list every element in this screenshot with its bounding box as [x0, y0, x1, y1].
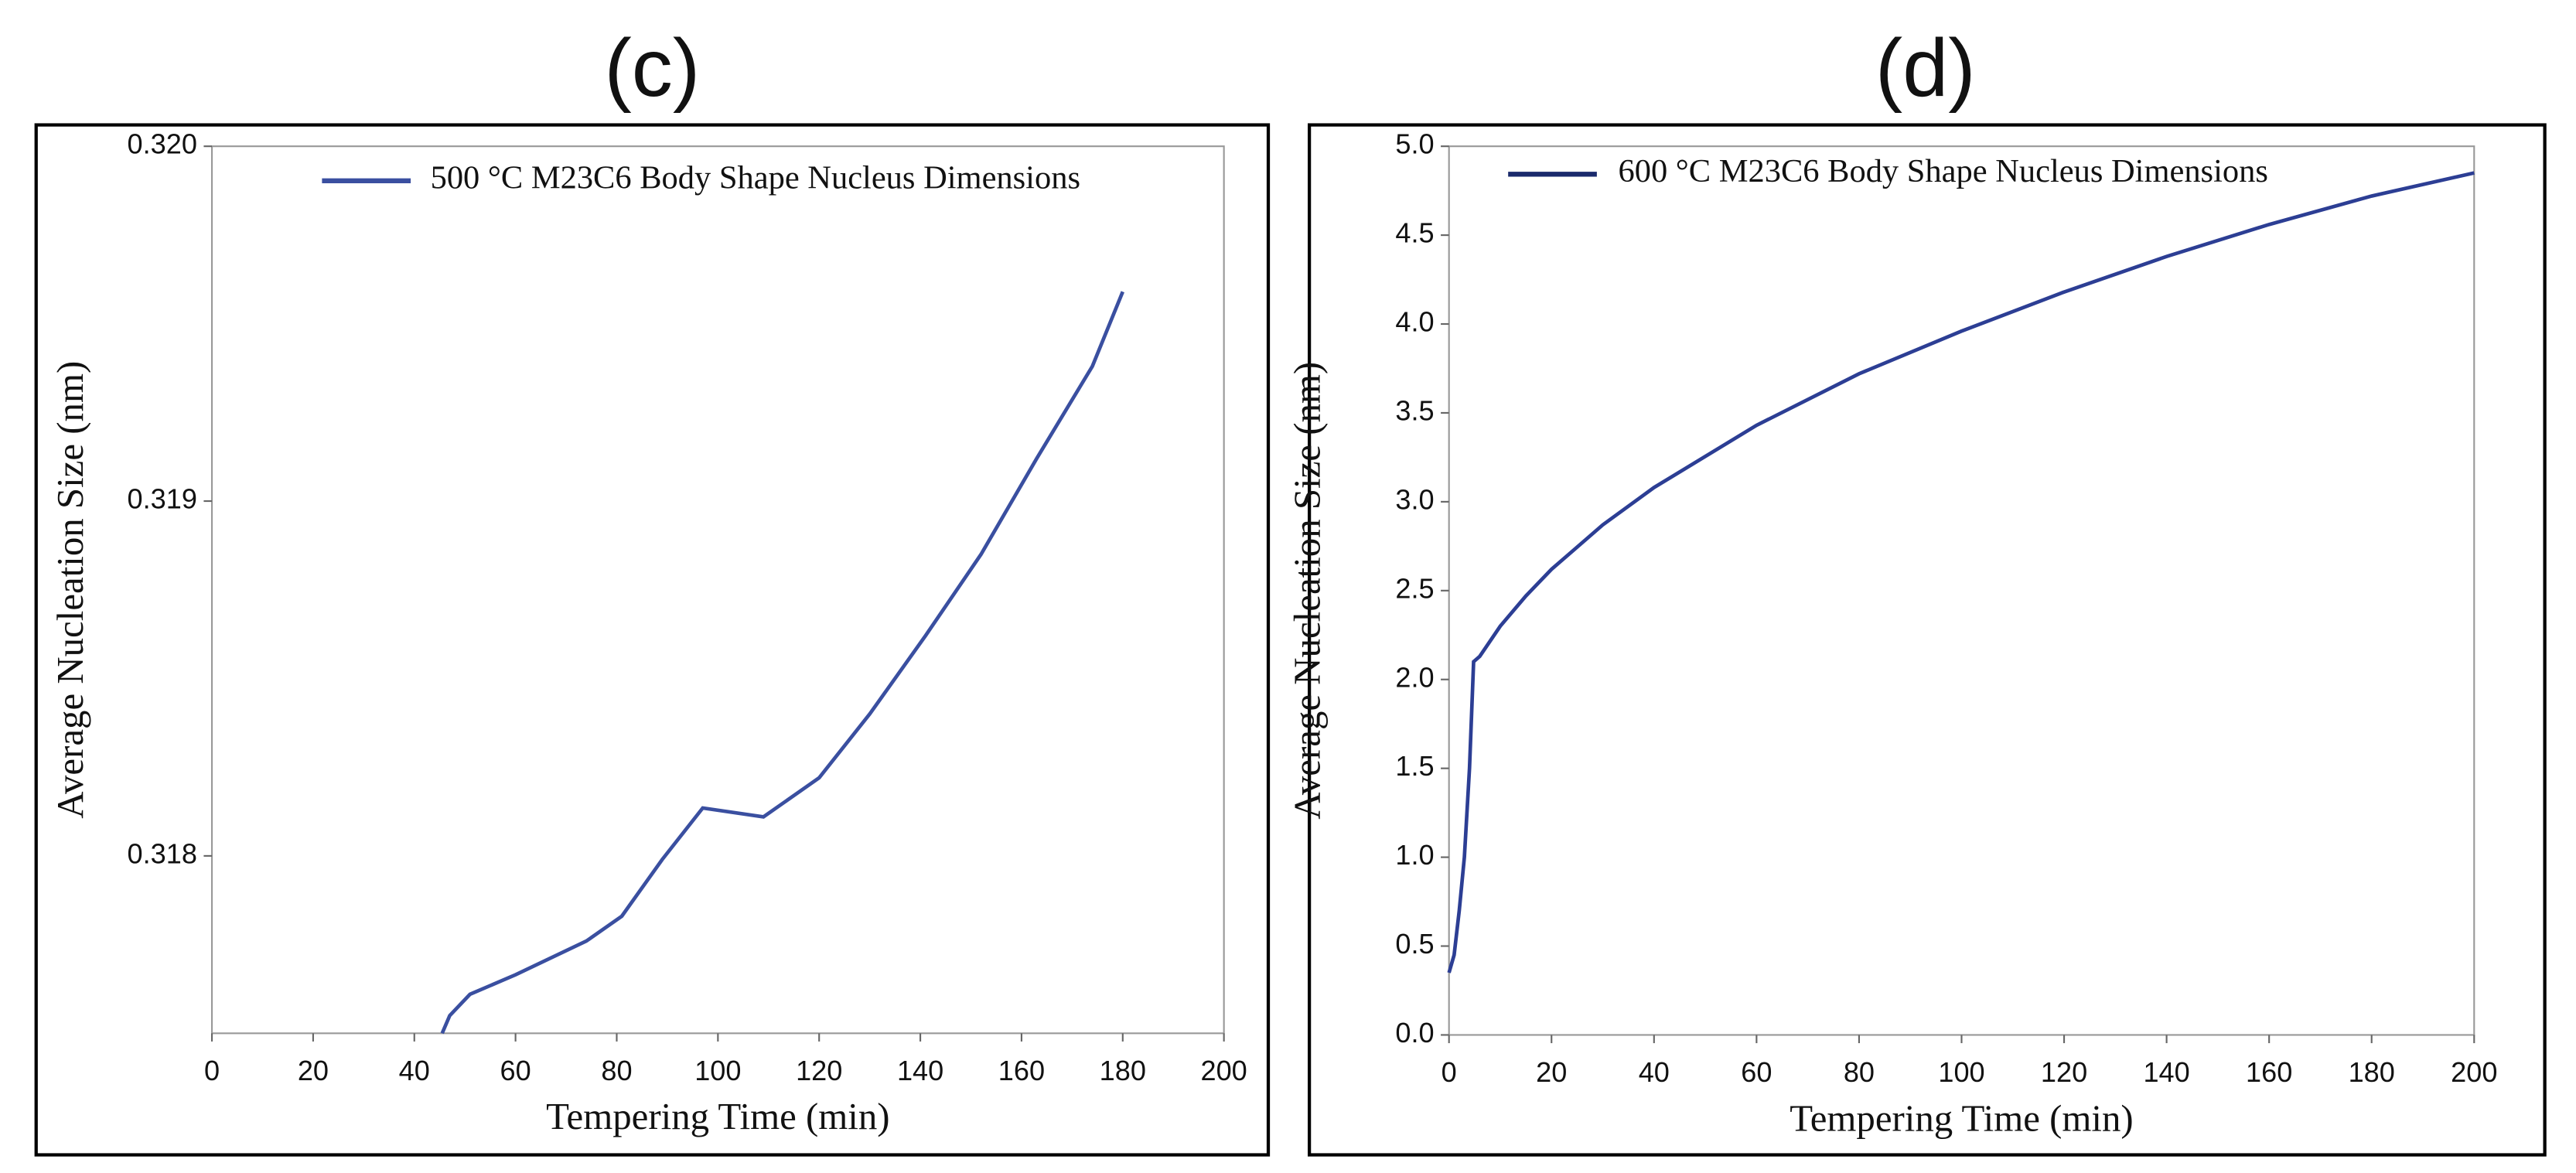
- x-tick-label: 180: [1100, 1055, 1146, 1086]
- data-line: [1447, 171, 2475, 974]
- y-tick-label: 4.0: [1395, 306, 1434, 338]
- x-tick-label: 200: [2451, 1056, 2497, 1088]
- y-tick-label: 3.5: [1395, 394, 1434, 426]
- x-tick-label: 40: [1639, 1056, 1670, 1088]
- y-tick-label: 3.0: [1395, 483, 1434, 515]
- y-tick-label: 2.0: [1395, 661, 1434, 693]
- x-tick-label: 160: [998, 1055, 1045, 1086]
- y-tick-label: 5.0: [1395, 128, 1434, 160]
- x-tick-label: 20: [298, 1055, 329, 1086]
- legend-label: 500 °C M23C6 Body Shape Nucleus Dimensio…: [431, 160, 1080, 196]
- x-tick-label: 120: [2041, 1056, 2087, 1088]
- x-tick-label: 0: [204, 1055, 220, 1086]
- plot-area: [1448, 145, 2475, 1036]
- y-tick-label: 0.320: [128, 128, 197, 160]
- y-tick-label: 0.5: [1395, 928, 1434, 960]
- y-tick-label: 1.5: [1395, 750, 1434, 782]
- data-line: [440, 291, 1124, 1035]
- x-tick-label: 20: [1536, 1056, 1567, 1088]
- x-tick-label: 120: [796, 1055, 842, 1086]
- x-tick-label: 80: [1844, 1056, 1875, 1088]
- y-tick-label: 4.5: [1395, 217, 1434, 249]
- frame: [1307, 123, 2547, 1157]
- frame: [34, 123, 1271, 1157]
- y-tick-label: 1.0: [1395, 839, 1434, 871]
- x-axis-label: Tempering Time (min): [546, 1095, 889, 1137]
- y-tick-label: 0.318: [128, 837, 197, 869]
- y-tick-label: 2.5: [1395, 572, 1434, 604]
- x-tick-label: 100: [694, 1055, 741, 1086]
- x-tick-label: 80: [601, 1055, 632, 1086]
- chart-title: (c): [604, 22, 700, 114]
- chart-title: (d): [1875, 22, 1976, 114]
- plot-area: [210, 145, 1225, 1035]
- x-tick-label: 140: [897, 1055, 943, 1086]
- x-tick-label: 160: [2246, 1056, 2292, 1088]
- x-tick-label: 200: [1201, 1055, 1247, 1086]
- y-axis-label: Average Nucleation Size (nm): [49, 361, 91, 819]
- y-tick-label: 0.319: [128, 483, 197, 515]
- x-tick-label: 60: [500, 1055, 531, 1086]
- x-tick-label: 140: [2143, 1056, 2189, 1088]
- y-axis-label: Average Nucleation Size (nm): [1285, 362, 1328, 820]
- x-tick-label: 60: [1741, 1056, 1772, 1088]
- x-tick-label: 180: [2349, 1056, 2395, 1088]
- x-tick-label: 40: [399, 1055, 430, 1086]
- y-tick-label: 0.0: [1395, 1017, 1434, 1049]
- legend-label: 600 °C M23C6 Body Shape Nucleus Dimensio…: [1618, 153, 2267, 189]
- x-tick-label: 0: [1442, 1056, 1457, 1088]
- x-tick-label: 100: [1938, 1056, 1984, 1088]
- x-axis-label: Tempering Time (min): [1790, 1096, 2133, 1139]
